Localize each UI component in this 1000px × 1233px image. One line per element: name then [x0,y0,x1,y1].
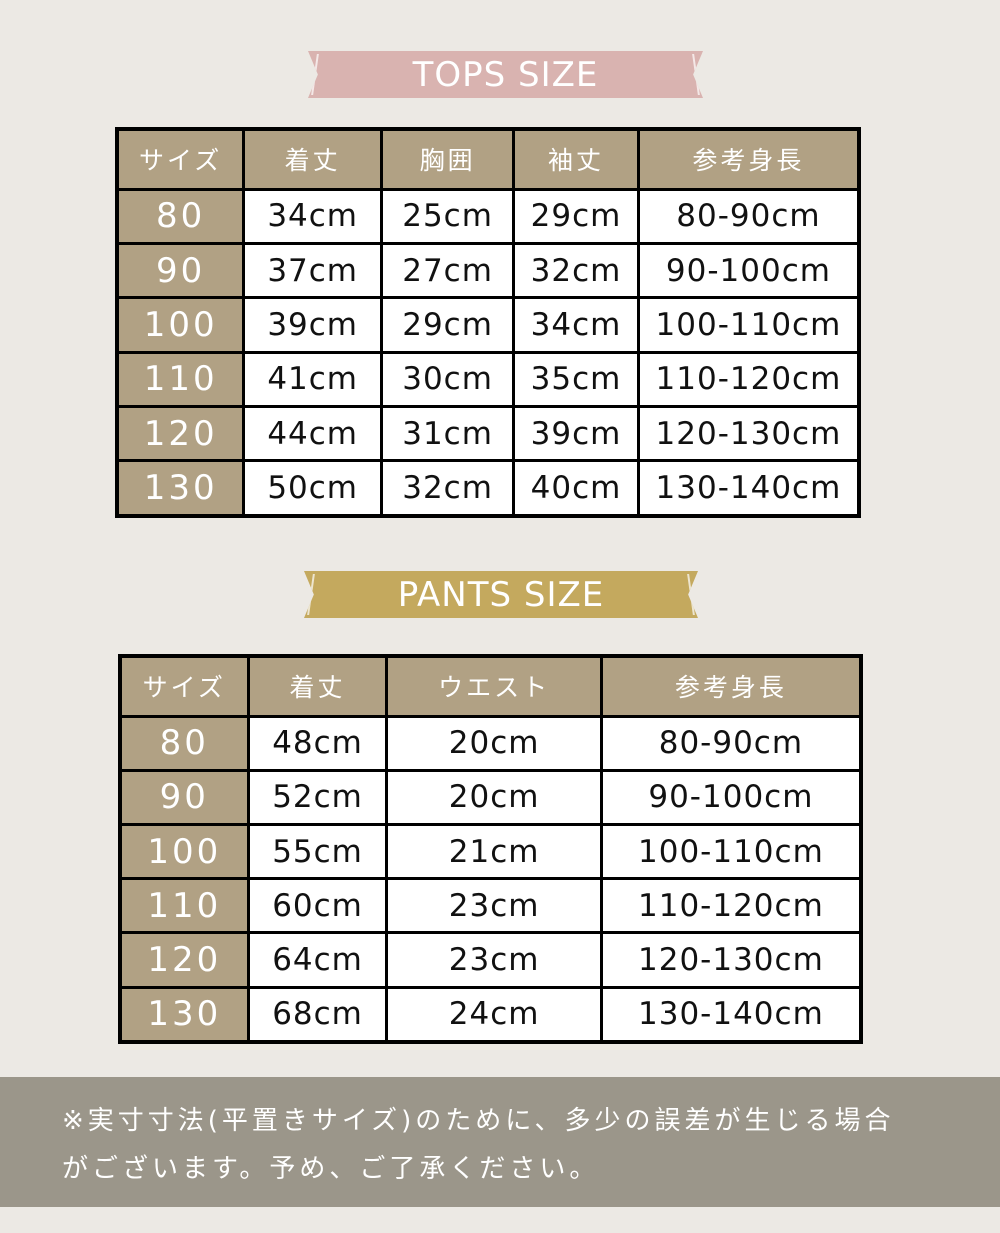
size-cell: 110 [115,350,246,409]
value-cell: 21cm [385,822,603,881]
value-cell: 55cm [246,822,389,881]
value-cell: 25cm [380,187,516,245]
tops-size-title: TOPS SIZE [412,54,599,95]
column-header: サイズ [118,654,250,718]
size-cell: 80 [118,714,250,772]
pants-size-title: PANTS SIZE [397,574,605,615]
column-header: ウエスト [385,654,603,718]
value-cell: 32cm [380,459,516,518]
column-header: 袖丈 [512,127,640,191]
column-header: 参考身長 [636,127,861,191]
value-cell: 50cm [242,459,384,518]
table-row: 120 44cm 31cm 39cm 120-130cm [115,405,861,463]
value-cell: 120-130cm [636,405,861,463]
size-cell: 90 [115,241,246,300]
value-cell: 39cm [242,296,384,354]
table-row: 110 41cm 30cm 35cm 110-120cm [115,350,861,409]
value-cell: 52cm [246,768,389,826]
table-row: 120 64cm 23cm 120-130cm [118,931,863,989]
value-cell: 29cm [512,187,640,245]
disclaimer-line-2: がございます。予め、ご了承ください。 [62,1154,600,1184]
table-row: 130 68cm 24cm 130-140cm [118,985,863,1044]
pants-size-table: サイズ 着丈 ウエスト 参考身長 80 48cm 20cm 80-90cm 90 52cm 20cm… [118,654,863,1044]
value-cell: 60cm [246,877,389,935]
size-cell: 100 [115,296,246,354]
value-cell: 90-100cm [599,768,863,826]
value-cell: 40cm [512,459,640,518]
value-cell: 34cm [512,296,640,354]
value-cell: 41cm [242,350,384,409]
value-cell: 130-140cm [599,985,863,1044]
value-cell: 35cm [512,350,640,409]
size-cell: 110 [118,877,250,935]
value-cell: 34cm [242,187,384,245]
value-cell: 20cm [385,714,603,772]
size-cell: 130 [115,459,246,518]
pants-size-banner: PANTS SIZE [304,571,698,618]
value-cell: 80-90cm [599,714,863,772]
table-row: 110 60cm 23cm 110-120cm [118,877,863,935]
value-cell: 24cm [385,985,603,1044]
value-cell: 29cm [380,296,516,354]
value-cell: 37cm [242,241,384,300]
value-cell: 90-100cm [636,241,861,300]
value-cell: 68cm [246,985,389,1044]
tops-size-banner: TOPS SIZE [308,51,703,98]
value-cell: 48cm [246,714,389,772]
disclaimer-line-1: ※実寸寸法(平置きサイズ)のために、多少の誤差が生じる場合 [62,1106,895,1136]
value-cell: 30cm [380,350,516,409]
table-row: 130 50cm 32cm 40cm 130-140cm [115,459,861,518]
value-cell: 100-110cm [599,822,863,881]
column-header: 胸囲 [380,127,516,191]
size-cell: 120 [118,931,250,989]
size-cell: 80 [115,187,246,245]
table-row: 80 48cm 20cm 80-90cm [118,714,863,772]
value-cell: 23cm [385,877,603,935]
value-cell: 130-140cm [636,459,861,518]
value-cell: 120-130cm [599,931,863,989]
value-cell: 110-120cm [636,350,861,409]
value-cell: 44cm [242,405,384,463]
value-cell: 39cm [512,405,640,463]
value-cell: 31cm [380,405,516,463]
table-row: 80 34cm 25cm 29cm 80-90cm [115,187,861,245]
table-row: 100 55cm 21cm 100-110cm [118,822,863,881]
value-cell: 110-120cm [599,877,863,935]
value-cell: 27cm [380,241,516,300]
table-row: 90 52cm 20cm 90-100cm [118,768,863,826]
value-cell: 80-90cm [636,187,861,245]
column-header: サイズ [115,127,246,191]
table-row: 90 37cm 27cm 32cm 90-100cm [115,241,861,300]
column-header: 参考身長 [599,654,863,718]
size-cell: 120 [115,405,246,463]
disclaimer-note: ※実寸寸法(平置きサイズ)のために、多少の誤差が生じる場合 がございます。予め、… [0,1077,1000,1207]
size-cell: 130 [118,985,250,1044]
value-cell: 32cm [512,241,640,300]
column-header: 着丈 [246,654,389,718]
value-cell: 20cm [385,768,603,826]
value-cell: 23cm [385,931,603,989]
size-cell: 90 [118,768,250,826]
value-cell: 100-110cm [636,296,861,354]
size-cell: 100 [118,822,250,881]
table-row: 100 39cm 29cm 34cm 100-110cm [115,296,861,354]
header-row: サイズ 着丈 ウエスト 参考身長 [118,654,863,718]
column-header: 着丈 [242,127,384,191]
value-cell: 64cm [246,931,389,989]
tops-size-table: サイズ 着丈 胸囲 袖丈 参考身長 80 34cm 25cm 29cm 80-90cm 90 37cm… [115,127,861,518]
header-row: サイズ 着丈 胸囲 袖丈 参考身長 [115,127,861,191]
